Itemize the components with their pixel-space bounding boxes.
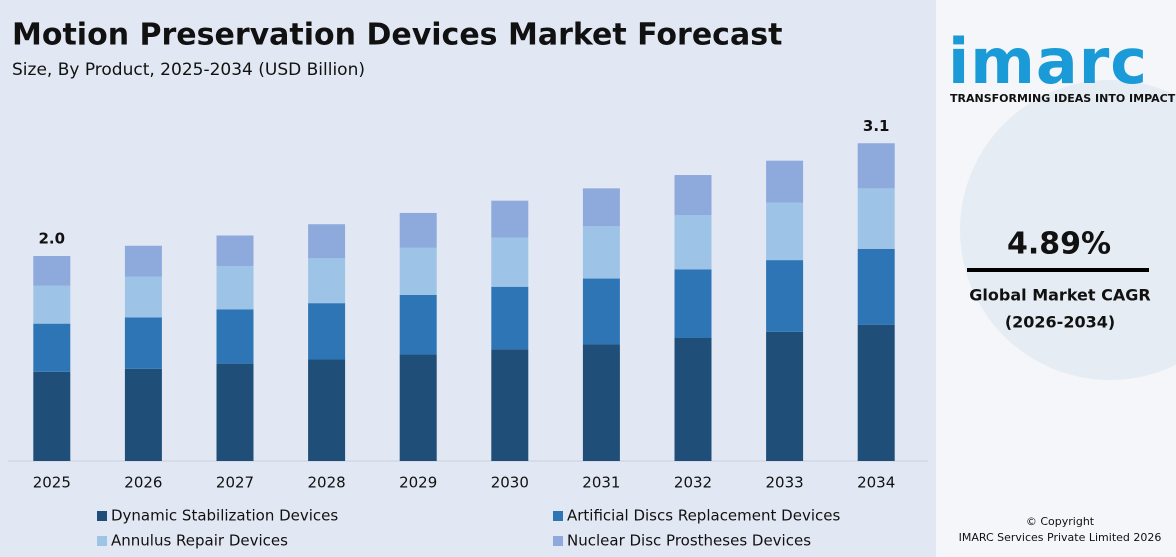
bar-segment xyxy=(33,323,71,372)
x-tick-label: 2029 xyxy=(399,474,437,492)
cagr-label: Global Market CAGR xyxy=(969,286,1150,305)
bar-segment xyxy=(582,226,620,279)
bar-segment xyxy=(124,276,162,318)
legend-swatch xyxy=(97,511,107,521)
bar-segment xyxy=(766,202,804,261)
total-label: 3.1 xyxy=(863,117,890,135)
legend-swatch xyxy=(553,536,563,546)
bar-segment xyxy=(674,215,712,270)
bar-segment xyxy=(857,324,895,461)
bar-segment xyxy=(216,363,254,461)
bar-segment xyxy=(216,309,254,364)
cagr-period: (2026-2034) xyxy=(1005,313,1115,332)
brand-logo: imarc xyxy=(948,25,1148,98)
bar-segment xyxy=(857,143,895,189)
company: IMARC Services Private Limited 2026 xyxy=(959,531,1162,544)
bar-segment xyxy=(491,349,529,461)
bar-segment xyxy=(857,248,895,325)
bar-segment xyxy=(857,188,895,249)
sidebar-decoration xyxy=(960,80,1176,380)
legend-swatch xyxy=(97,536,107,546)
bar-segment xyxy=(33,371,71,461)
bar-segment xyxy=(582,344,620,461)
bar-segment xyxy=(399,354,437,461)
legend-label: Annulus Repair Devices xyxy=(111,532,288,550)
x-tick-label: 2033 xyxy=(766,474,804,492)
bar-segment xyxy=(674,175,712,215)
bar-segment xyxy=(216,266,254,310)
bar-segment xyxy=(491,237,529,287)
bar-segment xyxy=(33,256,71,286)
bar-segment xyxy=(308,303,346,360)
bar-segment xyxy=(33,285,71,324)
copyright: © Copyright xyxy=(1026,515,1095,528)
legend-swatch xyxy=(553,511,563,521)
bar-segment xyxy=(582,278,620,345)
x-tick-label: 2028 xyxy=(308,474,346,492)
x-tick-label: 2026 xyxy=(124,474,162,492)
legend-label: Nuclear Disc Prostheses Devices xyxy=(567,532,811,550)
x-tick-label: 2034 xyxy=(857,474,895,492)
bar-segment xyxy=(308,224,346,259)
bar-segment xyxy=(674,338,712,461)
bar-segment xyxy=(124,368,162,461)
bar-segment xyxy=(124,245,162,277)
bar-segment xyxy=(308,258,346,304)
total-label: 2.0 xyxy=(39,230,66,248)
chart-subtitle: Size, By Product, 2025-2034 (USD Billion… xyxy=(12,60,365,80)
x-tick-label: 2027 xyxy=(216,474,254,492)
bar-segment xyxy=(308,359,346,461)
bar-segment xyxy=(399,294,437,355)
x-tick-label: 2030 xyxy=(491,474,529,492)
brand-tagline: TRANSFORMING IDEAS INTO IMPACT xyxy=(950,92,1176,105)
bar-segment xyxy=(491,286,529,350)
bar-segment xyxy=(399,247,437,295)
chart-title: Motion Preservation Devices Market Forec… xyxy=(12,18,782,53)
bar-segment xyxy=(124,317,162,369)
legend-label: Artificial Discs Replacement Devices xyxy=(567,507,840,525)
bar-segment xyxy=(491,200,529,238)
x-tick-label: 2031 xyxy=(582,474,620,492)
x-tick-label: 2032 xyxy=(674,474,712,492)
bar-segment xyxy=(766,331,804,461)
bar-segment xyxy=(216,235,254,267)
bar-segment xyxy=(766,160,804,203)
legend-label: Dynamic Stabilization Devices xyxy=(111,507,338,525)
cagr-value: 4.89% xyxy=(1007,227,1111,262)
bar-segment xyxy=(399,212,437,248)
x-tick-label: 2025 xyxy=(33,474,71,492)
bar-segment xyxy=(674,269,712,338)
bar-segment xyxy=(766,260,804,332)
bar-segment xyxy=(582,188,620,227)
